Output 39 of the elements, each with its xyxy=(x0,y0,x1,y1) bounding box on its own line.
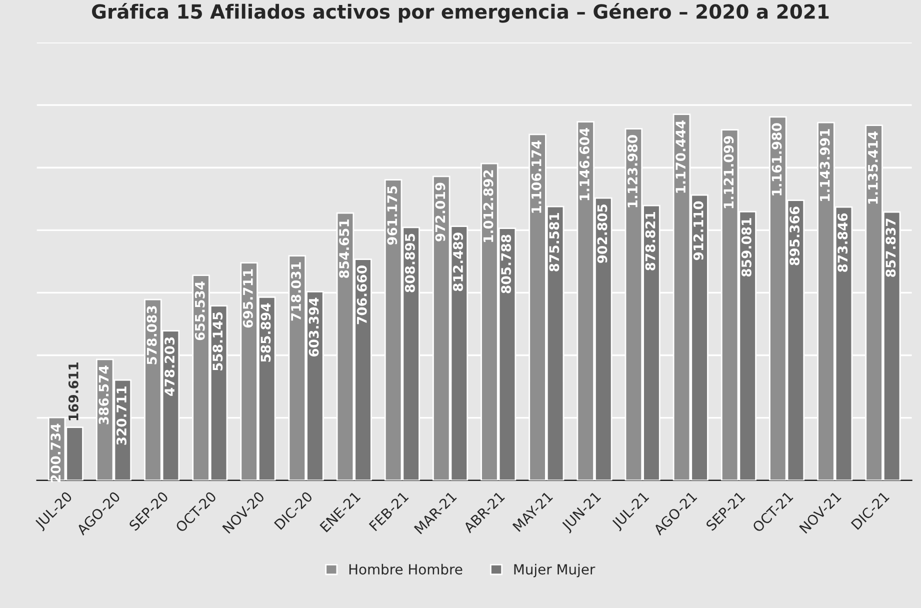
data-label: 857.837 xyxy=(886,218,896,277)
data-label: 578.083 xyxy=(146,306,157,364)
data-label: 812.489 xyxy=(453,232,463,292)
data-label: 1.012.892 xyxy=(483,170,494,242)
data-label: 1.146.604 xyxy=(579,128,590,200)
data-label: 478.203 xyxy=(164,337,175,396)
data-label: 1.161.980 xyxy=(772,123,782,196)
data-label: 902.805 xyxy=(597,204,608,263)
data-label: 878.821 xyxy=(645,212,656,270)
data-label: 1.143.991 xyxy=(820,129,830,201)
data-label: 1.106.174 xyxy=(531,140,542,213)
data-label: 895.366 xyxy=(790,206,800,266)
data-label: 875.581 xyxy=(549,213,560,272)
data-label: 320.711 xyxy=(116,386,126,445)
data-label: 706.660 xyxy=(356,266,367,324)
legend-label: Mujer Mujer xyxy=(514,564,596,578)
data-label: 386.574 xyxy=(98,366,109,424)
data-label: 1.121.099 xyxy=(724,136,734,208)
data-label: 912.110 xyxy=(693,201,704,260)
data-label: 1.135.414 xyxy=(868,131,878,204)
data-label: 1.123.980 xyxy=(628,135,638,208)
data-label: 972.019 xyxy=(435,182,446,242)
data-label: 169.611 xyxy=(68,362,78,420)
data-label: 603.394 xyxy=(308,298,319,356)
data-label: 873.846 xyxy=(838,213,848,272)
chart-title: Gráfica 15 Afiliados activos por emergencia – Género – 2020 a 2021 xyxy=(92,3,829,23)
data-label: 1.170.444 xyxy=(676,120,686,193)
data-label: 805.788 xyxy=(501,234,512,294)
data-label: 200.734 xyxy=(50,424,61,482)
legend-label: Hombre Hombre xyxy=(349,564,462,575)
data-label: 655.534 xyxy=(194,282,205,340)
data-label: 695.711 xyxy=(242,269,253,328)
data-label: 961.175 xyxy=(387,186,398,245)
data-label: 808.895 xyxy=(404,234,415,292)
data-label: 854.651 xyxy=(339,220,350,278)
data-label: 718.031 xyxy=(291,262,301,321)
data-label: 859.081 xyxy=(741,218,752,277)
data-label: 585.894 xyxy=(260,303,271,362)
data-label: 558.145 xyxy=(212,312,223,370)
